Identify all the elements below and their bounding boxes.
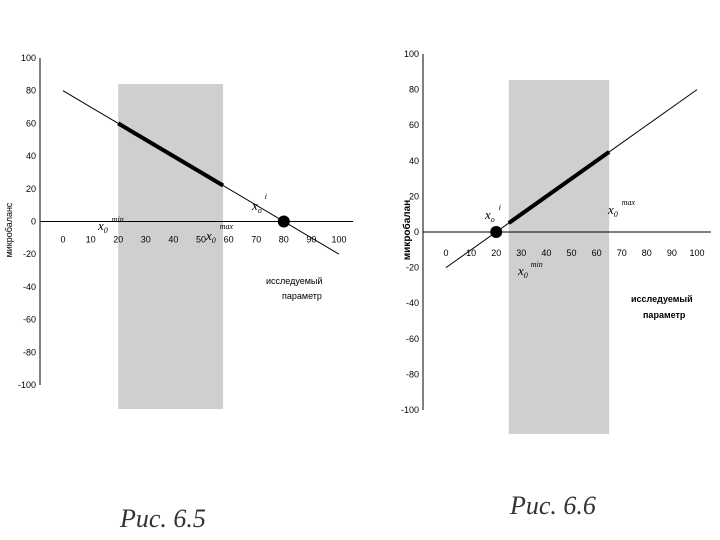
x-tick-label: 40 bbox=[541, 248, 551, 258]
x-axis-label-line-1: исследуемый bbox=[266, 276, 322, 286]
x-tick-label: 90 bbox=[667, 248, 677, 258]
y-tick-label: -60 bbox=[406, 334, 419, 344]
y-tick-label: -20 bbox=[406, 263, 419, 273]
x-tick-label: 100 bbox=[331, 235, 346, 245]
x-tick-label: 70 bbox=[251, 235, 261, 245]
chart-6-6: 100 80 60 40 20 0 -20 -40 -60 -80 -100 0 10 20 30 40 50… bbox=[401, 49, 711, 520]
x-tick-label: 80 bbox=[642, 248, 652, 258]
root-point bbox=[490, 226, 503, 238]
x-axis-label-line-2: параметр bbox=[282, 291, 322, 301]
x-tick-label: 30 bbox=[141, 235, 151, 245]
x-axis-label-line-1: исследуемый bbox=[631, 294, 693, 304]
y-tick-label: 80 bbox=[26, 86, 36, 96]
caption: Рис. 6.6 bbox=[509, 491, 596, 520]
x-tick-label: 0 bbox=[60, 235, 65, 245]
x-tick-label: 70 bbox=[617, 248, 627, 258]
y-tick-labels: 100 80 60 40 20 0 -20 -40 -60 -80 -100 bbox=[18, 53, 36, 390]
xi-label: xoi bbox=[251, 192, 267, 215]
x-tick-label: 90 bbox=[306, 235, 316, 245]
y-tick-label: 60 bbox=[26, 118, 36, 128]
y-tick-label: 100 bbox=[21, 53, 36, 63]
x-tick-label: 50 bbox=[566, 248, 576, 258]
y-tick-label: -100 bbox=[18, 380, 36, 390]
x-tick-label: 60 bbox=[224, 235, 234, 245]
y-axis-label: микробалан bbox=[401, 200, 413, 260]
y-tick-label: -40 bbox=[23, 282, 36, 292]
y-tick-label: 40 bbox=[26, 151, 36, 161]
y-tick-label: 20 bbox=[26, 184, 36, 194]
x-tick-label: 20 bbox=[113, 235, 123, 245]
chart-6-5: 100 80 60 40 20 0 -20 -40 -60 -80 -100 0 10 20 30 40 50… bbox=[4, 53, 353, 533]
y-tick-label: -80 bbox=[406, 369, 419, 379]
x-tick-label: 20 bbox=[491, 248, 501, 258]
x-tick-labels: 0 10 20 30 40 50 60 70 80 90 100 bbox=[443, 248, 704, 258]
y-axis-label: микробаланс bbox=[4, 202, 14, 257]
xi-label: xoi bbox=[484, 203, 501, 224]
x-tick-label: 40 bbox=[168, 235, 178, 245]
x-tick-labels: 0 10 20 30 40 50 60 70 80 90 100 bbox=[60, 235, 346, 245]
x-axis-label-line-2: параметр bbox=[643, 310, 686, 320]
xmax-label: x0max bbox=[607, 198, 636, 219]
x-tick-label: 30 bbox=[516, 248, 526, 258]
x-tick-label: 100 bbox=[689, 248, 704, 258]
xmax-label: x0max bbox=[205, 222, 234, 245]
xmin-label: x0min bbox=[97, 215, 124, 235]
y-tick-label: -80 bbox=[23, 347, 36, 357]
x-tick-label: 10 bbox=[466, 248, 476, 258]
x-tick-label: 10 bbox=[86, 235, 96, 245]
y-tick-label: -100 bbox=[401, 405, 419, 415]
x-tick-label: 60 bbox=[592, 248, 602, 258]
y-tick-label: 0 bbox=[414, 227, 419, 237]
caption: Рис. 6.5 bbox=[119, 504, 206, 533]
y-tick-label: 0 bbox=[31, 217, 36, 227]
y-tick-label: 20 bbox=[409, 191, 419, 201]
y-tick-label: 100 bbox=[404, 49, 419, 59]
highlight-band bbox=[508, 80, 610, 434]
highlight-band bbox=[118, 84, 224, 409]
x-tick-label: 0 bbox=[443, 248, 448, 258]
y-tick-label: -60 bbox=[23, 315, 36, 325]
x-tick-label: 80 bbox=[279, 235, 289, 245]
y-tick-label: -20 bbox=[23, 249, 36, 259]
root-point bbox=[277, 215, 290, 228]
y-tick-label: 60 bbox=[409, 120, 419, 130]
y-tick-labels: 100 80 60 40 20 0 -20 -40 -60 -80 -100 bbox=[401, 49, 419, 415]
y-tick-label: -40 bbox=[406, 298, 419, 308]
xmin-label: x0min bbox=[517, 260, 543, 280]
x-tick-label: 50 bbox=[196, 235, 206, 245]
highlight-segment bbox=[507, 150, 611, 225]
y-tick-label: 80 bbox=[409, 85, 419, 95]
highlight-segment bbox=[117, 121, 225, 188]
y-tick-label: 40 bbox=[409, 156, 419, 166]
